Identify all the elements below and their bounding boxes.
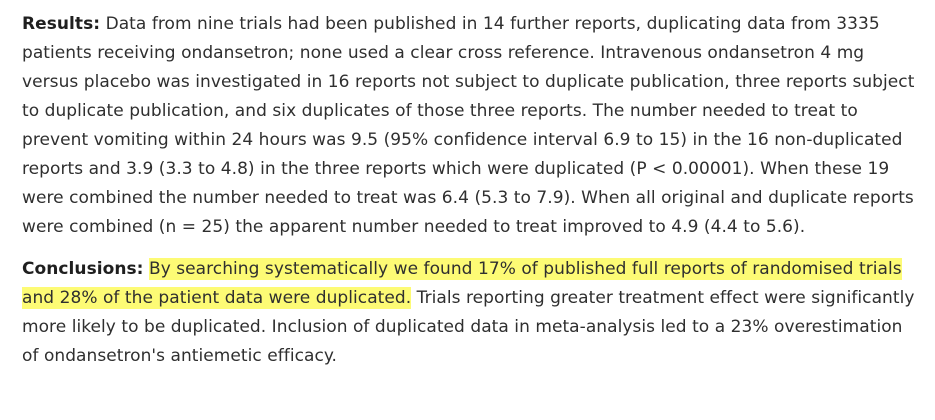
conclusions-label: Conclusions: (22, 259, 144, 279)
conclusions-paragraph: Conclusions: By searching systematically… (22, 255, 917, 371)
results-label: Results: (22, 14, 101, 34)
results-text: Data from nine trials had been published… (22, 14, 915, 237)
conclusions-text: Trials reporting greater treatment effec… (22, 288, 915, 366)
results-paragraph: Results: Data from nine trials had been … (22, 10, 917, 242)
